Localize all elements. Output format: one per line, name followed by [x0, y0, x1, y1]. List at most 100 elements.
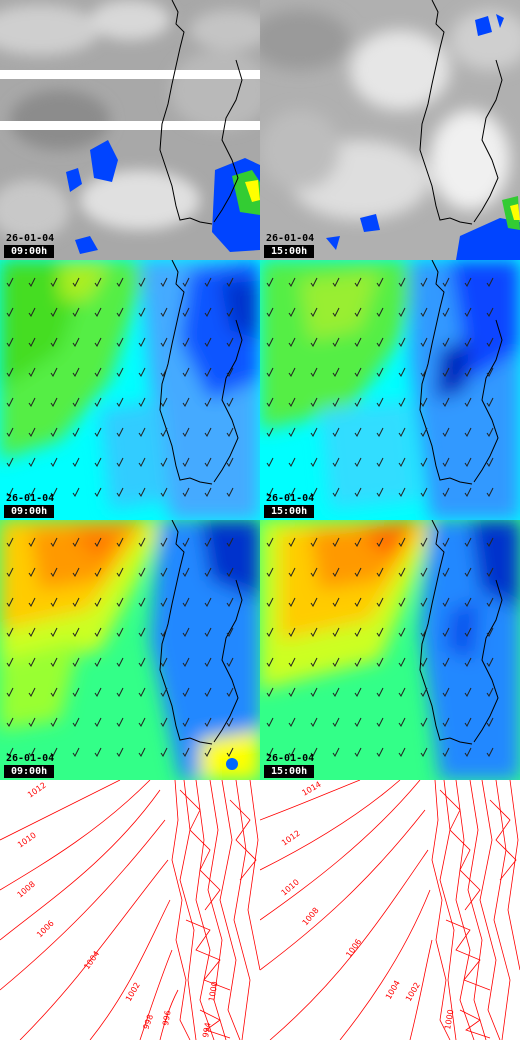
wind-barb-icon [204, 537, 212, 547]
wind-barb-icon [376, 717, 384, 727]
wind-barb-icon [72, 457, 80, 467]
wind-barb-icon [442, 337, 450, 347]
wind-barb-icon [310, 277, 318, 287]
wind-barb-icon [138, 307, 146, 317]
wind-barb-icon [160, 427, 168, 437]
wind-barb-icon [310, 687, 318, 697]
pressure-panel-1500: 1014 1012 1010 1008 1006 1004 1002 1000 [260, 780, 520, 1040]
wind-barb-icon [376, 427, 384, 437]
date-label: 26-01-04 [6, 493, 55, 504]
wind-barb-icon [138, 427, 146, 437]
wind-barb-icon [420, 427, 428, 437]
wind-barb-icon [226, 367, 234, 377]
wind-barb-icon [354, 627, 362, 637]
wind-barb-icon [182, 277, 190, 287]
wind-barb-icon [94, 457, 102, 467]
wind-barb-icon [204, 717, 212, 727]
wind-barb-icon [160, 397, 168, 407]
wind-barb-icon [266, 397, 274, 407]
wind-barb-icon [28, 627, 36, 637]
wind-barb-icon [50, 747, 58, 757]
wind-barb-icon [50, 427, 58, 437]
wind-barb-icon [72, 747, 80, 757]
wind-barb-icon [332, 457, 340, 467]
wind-barb-icon [204, 597, 212, 607]
wind-barb-icon [354, 307, 362, 317]
wind-barb-icon [288, 397, 296, 407]
wind-barb-icon [354, 747, 362, 757]
wind-barb-icon [72, 427, 80, 437]
wind-barb-icon [28, 337, 36, 347]
wind-barb-icon [72, 537, 80, 547]
wind-barb-icon [376, 397, 384, 407]
wind-barb-icon [6, 307, 14, 317]
wind-barb-icon [288, 747, 296, 757]
wind-barb-icon [354, 597, 362, 607]
wind-barb-icon [310, 487, 318, 497]
wind-barb-icon [376, 657, 384, 667]
wind-barb-icon [310, 307, 318, 317]
time-label: 15:00h [264, 505, 315, 518]
wind-barb-icon [160, 277, 168, 287]
wind-barb-icon [464, 747, 472, 757]
wind-barb-icon [204, 627, 212, 637]
timestamp-label: 26-01-04 09:00h [4, 493, 56, 518]
wind-barb-icon [226, 427, 234, 437]
wind-barb-icon [116, 717, 124, 727]
wind-barb-icon [116, 487, 124, 497]
wind-barb-icon [6, 747, 14, 757]
wind-barb-icon [310, 627, 318, 637]
wind-barb-icon [28, 537, 36, 547]
wind-barb-icon [94, 537, 102, 547]
wind-barb-icon [28, 277, 36, 287]
wind-barb-icon [288, 337, 296, 347]
wind-barb-icon [442, 367, 450, 377]
wind-barb-icon [6, 337, 14, 347]
wind-barb-icon [182, 367, 190, 377]
wind-barb-icon [486, 537, 494, 547]
wind-barb-icon [50, 487, 58, 497]
wind-barb-icon [94, 747, 102, 757]
wind-barb-icon [182, 627, 190, 637]
wind-barb-icon [332, 427, 340, 437]
wind-barb-icon [464, 337, 472, 347]
wind-barb-icon [442, 537, 450, 547]
wind-barb-icon [464, 657, 472, 667]
wind-barb-icon [204, 397, 212, 407]
wind-barb-icon [376, 337, 384, 347]
wind-barb-icon [354, 427, 362, 437]
wind-barb-icon [226, 307, 234, 317]
timestamp-label: 26-01-04 09:00h [4, 753, 56, 778]
isobar-label: 1000 [443, 1009, 455, 1031]
wind-barb-icon [94, 367, 102, 377]
wind-barb-icon [464, 597, 472, 607]
wind-barb-icon [310, 457, 318, 467]
wind-barb-icon [464, 487, 472, 497]
wind-barb-icon [94, 427, 102, 437]
date-label: 26-01-04 [266, 233, 315, 244]
wind-barb-icon [116, 687, 124, 697]
wind-barb-icon [6, 427, 14, 437]
wind-barb-icon [376, 747, 384, 757]
wind-barb-icon [116, 397, 124, 407]
satellite-panel-0900: 26-01-04 09:00h [0, 0, 260, 260]
wind-barb-icon [266, 717, 274, 727]
wind-barb-icon [288, 487, 296, 497]
wind-barb-icon [182, 537, 190, 547]
wind-barb-icon [354, 717, 362, 727]
timestamp-label: 26-01-04 15:00h [264, 493, 316, 518]
wind-speed-map [0, 260, 260, 520]
wind-barb-icon [420, 457, 428, 467]
wind-barb-icon [72, 597, 80, 607]
wind-barb-icon [160, 687, 168, 697]
wind-barb-icon [50, 567, 58, 577]
wind-speed-map [260, 260, 520, 520]
wind-barb-icon [116, 537, 124, 547]
wind-barb-icon [420, 367, 428, 377]
wind-barb-icon [28, 457, 36, 467]
wind-barb-icon [266, 537, 274, 547]
wind-barb-icon [50, 717, 58, 727]
wind-barb-icon [226, 537, 234, 547]
wind-barb-icon [6, 277, 14, 287]
wind-low-panel-0900: 26-01-04 09:00h [0, 260, 260, 520]
